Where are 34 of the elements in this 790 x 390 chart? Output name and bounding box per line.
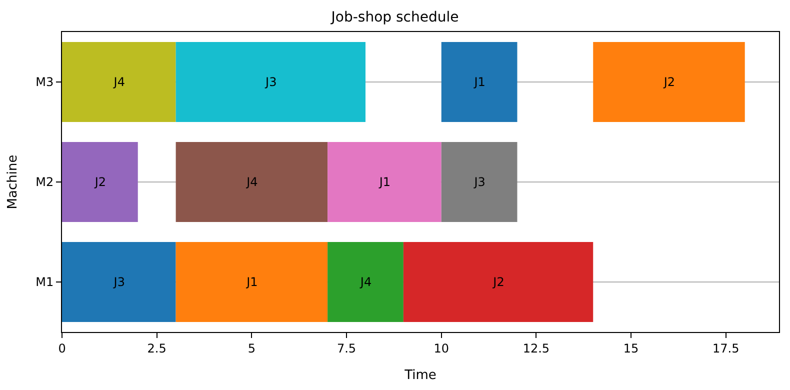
x-tick-label: 17.5 <box>712 341 740 356</box>
x-axis-title: Time <box>404 368 436 383</box>
bar <box>62 142 138 222</box>
y-tick-label: M1 <box>36 275 54 290</box>
y-tick-label: M3 <box>36 75 54 90</box>
x-tick-label: 5 <box>248 341 256 356</box>
x-tick-label: 7.5 <box>336 341 356 356</box>
bar <box>62 42 176 122</box>
x-tick-label: 15 <box>623 341 639 356</box>
x-tick-label: 12.5 <box>522 341 550 356</box>
data-label: J1 <box>246 275 258 289</box>
data-label: J3 <box>473 175 486 189</box>
bar <box>403 242 594 322</box>
data-label: J4 <box>359 275 372 289</box>
chart-title: Job-shop schedule <box>330 10 459 26</box>
y-tick-label: M2 <box>36 175 54 190</box>
data-label: J2 <box>94 175 106 189</box>
bar <box>441 142 518 222</box>
data-label: J1 <box>378 175 391 189</box>
bar <box>176 142 328 222</box>
x-tick-label: 2.5 <box>147 341 166 356</box>
bar <box>328 142 442 222</box>
bar <box>176 42 366 122</box>
bar <box>328 242 404 322</box>
data-label: J1 <box>473 75 486 89</box>
data-label: J3 <box>112 275 125 289</box>
x-tick-label: 10 <box>434 341 450 356</box>
y-axis-title: Machine <box>6 154 21 210</box>
x-tick-label: 0 <box>58 341 66 356</box>
data-label: J4 <box>112 75 125 89</box>
data-label: J4 <box>246 175 258 189</box>
data-label: J2 <box>492 275 504 289</box>
data-label: J2 <box>662 75 676 89</box>
data-label: J3 <box>264 75 277 89</box>
